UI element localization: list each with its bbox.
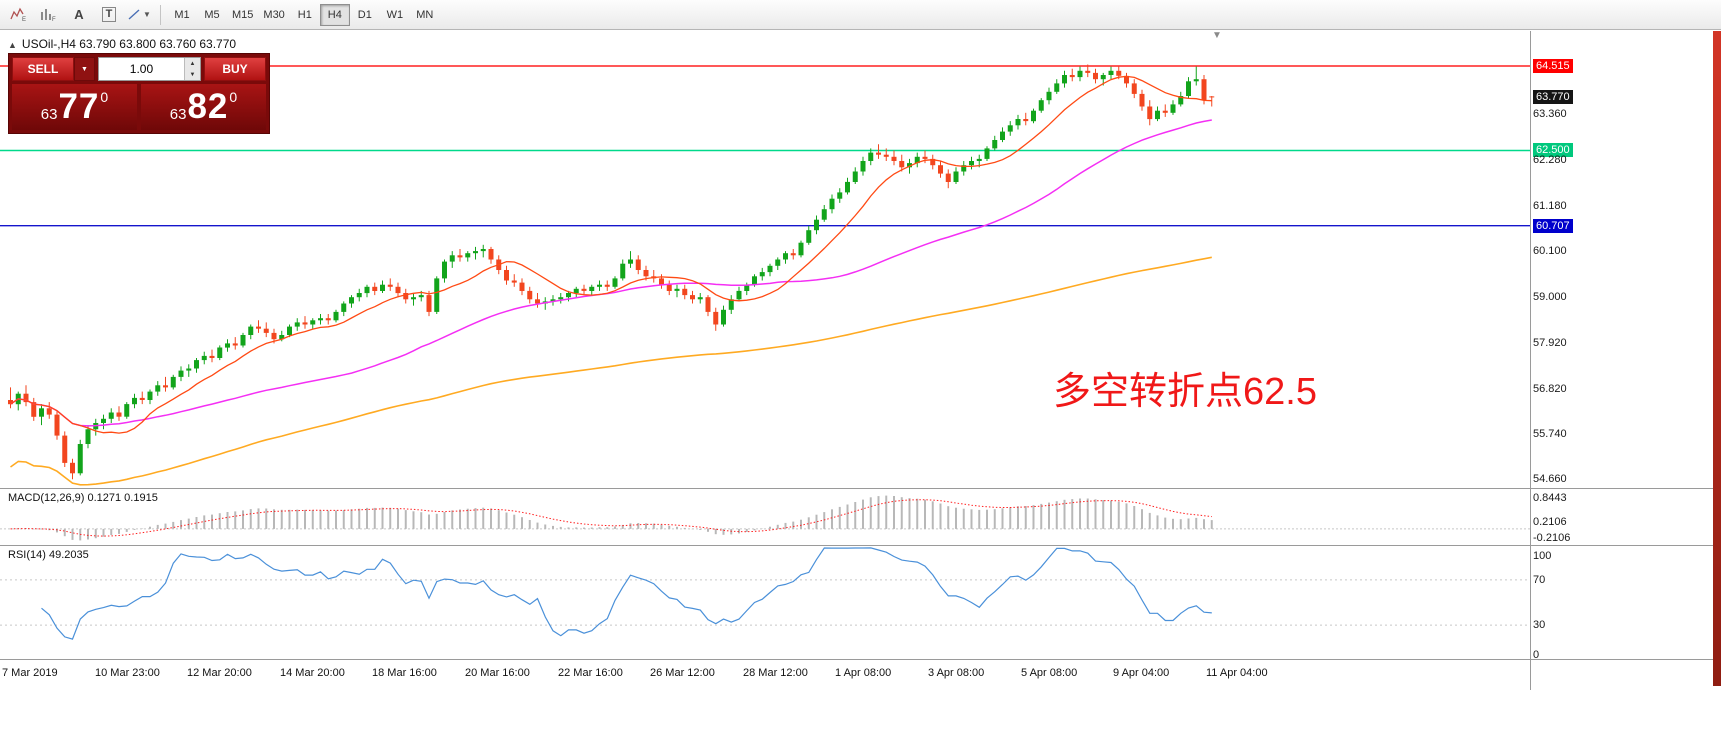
price-chart-canvas[interactable] [0,31,1530,488]
price-label-59.000: 59.000 [1533,291,1567,303]
time-label: 7 Mar 2019 [2,667,58,679]
chart-header: ▲ USOil-,H4 63.790 63.800 63.760 63.770 [8,37,236,51]
panel-separator[interactable] [0,488,1713,489]
timeframe-m5[interactable]: M5 [197,4,227,26]
axis-vertical-separator [1530,31,1531,690]
price-label-55.740: 55.740 [1533,428,1567,440]
price-label-57.920: 57.920 [1533,337,1567,349]
time-label: 9 Apr 04:00 [1113,667,1170,679]
volume-down-button[interactable]: ▼ [185,69,200,80]
volume-field: ▲ ▼ [97,57,201,81]
chart-lines-icon[interactable]: E [5,3,33,27]
timeframe-w1[interactable]: W1 [380,4,410,26]
timeframe-h4[interactable]: H4 [319,3,350,26]
draw-tools-dropdown-icon[interactable]: ▼ [125,3,153,27]
time-label: 10 Mar 23:00 [95,667,160,679]
sell-quote-big: 77 [58,87,100,126]
macd-label: MACD(12,26,9) 0.1271 0.1915 [8,492,158,504]
price-label-63.770: 63.770 [1533,90,1573,104]
time-label: 28 Mar 12:00 [743,667,808,679]
time-label: 26 Mar 12:00 [650,667,715,679]
price-label-62.500: 62.500 [1533,143,1573,157]
sell-quote-prefix: 63 [40,106,58,123]
price-label-62.280: 62.280 [1533,154,1567,166]
bars-f-icon[interactable]: F [35,3,63,27]
symbol-ohlc-text: USOil-,H4 63.790 63.800 63.760 63.770 [21,37,237,51]
rsi-canvas[interactable] [0,546,1530,659]
window-edge-bar [1713,31,1721,686]
chevron-down-icon: ▼ [81,65,88,73]
timeframe-d1[interactable]: D1 [350,4,380,26]
timeframe-m15[interactable]: M15 [227,4,258,26]
time-axis[interactable]: 7 Mar 2019 10 Mar 23:00 12 Mar 20:00 14 Mar… [0,660,1530,690]
macd-axis-label: -0.2106 [1533,532,1571,544]
buy-quote: 63 82 0 [141,84,266,130]
rsi-axis-label: 70 [1533,574,1546,586]
rsi-label: RSI(14) 49.2035 [8,549,89,561]
rsi-axis-label: 0 [1533,649,1540,661]
buy-quote-sup: 0 [229,89,238,105]
timeframe-m30[interactable]: M30 [258,4,289,26]
price-label-63.360: 63.360 [1533,108,1567,120]
sell-button[interactable]: SELL [12,57,74,81]
buy-quote-prefix: 63 [169,106,187,123]
timeframe-h1[interactable]: H1 [290,4,320,26]
sell-quote: 63 77 0 [12,84,137,130]
timeframe-m1[interactable]: M1 [167,4,197,26]
time-label: 12 Mar 20:00 [187,667,252,679]
buy-button[interactable]: BUY [204,57,266,81]
buy-quote-big: 82 [187,87,229,126]
price-label-61.180: 61.180 [1533,200,1567,212]
time-label: 11 Apr 04:00 [1206,667,1268,679]
price-label-60.100: 60.100 [1533,245,1567,257]
price-axis[interactable]: 64.515 63.770 63.360 62.500 62.280 61.180 60.7… [1531,31,1713,690]
macd-axis-label: 0.8443 [1533,492,1567,504]
price-label-56.820: 56.820 [1533,383,1567,395]
panel-separator[interactable] [0,545,1713,546]
time-label: 20 Mar 16:00 [465,667,530,679]
macd-canvas[interactable] [0,489,1530,545]
price-label-64.515: 64.515 [1533,59,1573,73]
rsi-axis-label: 100 [1533,550,1552,562]
price-label-54.660: 54.660 [1533,473,1567,485]
axis-separator [0,659,1713,660]
text-t-icon[interactable]: T [95,3,123,27]
toolbar: E F A T ▼ M1 M5 M15 M30 H1 H4 D1 W1 MN [0,0,1721,30]
timeframe-mn[interactable]: MN [410,4,440,26]
trade-panel: SELL ▼ ▲ ▼ BUY 63 77 0 63 82 0 [8,53,270,134]
time-label: 22 Mar 16:00 [558,667,623,679]
volume-input[interactable] [98,58,184,80]
time-label: 1 Apr 08:00 [835,667,892,679]
sell-quote-sup: 0 [100,89,109,105]
chart-annotation: 多空转折点62.5 [1053,371,1317,413]
toolbar-separator [160,4,161,25]
svg-text:F: F [52,17,56,22]
time-label: 18 Mar 16:00 [372,667,437,679]
letter-a-icon[interactable]: A [65,3,93,27]
volume-up-button[interactable]: ▲ [185,58,200,69]
order-options-dropdown[interactable]: ▼ [74,57,95,81]
rsi-axis-label: 30 [1533,619,1546,631]
time-label: 3 Apr 08:00 [928,667,985,679]
collapse-icon[interactable]: ▲ [8,40,17,50]
svg-text:E: E [22,17,26,22]
chart-shift-marker[interactable]: ▼ [1212,30,1222,41]
time-label: 14 Mar 20:00 [280,667,345,679]
macd-axis-label: 0.2106 [1533,516,1567,528]
time-label: 5 Apr 08:00 [1021,667,1078,679]
volume-stepper: ▲ ▼ [184,58,200,80]
price-label-60.707: 60.707 [1533,219,1573,233]
